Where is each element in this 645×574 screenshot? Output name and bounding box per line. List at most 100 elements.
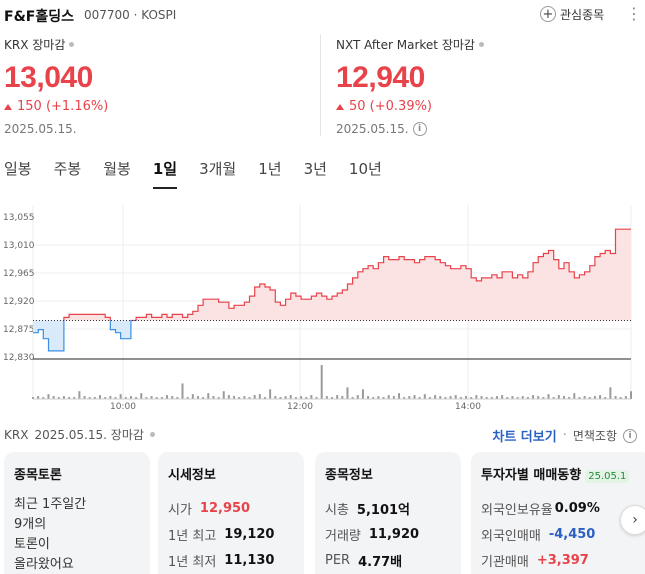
volume-bar	[614, 396, 617, 399]
info-icon[interactable]: i	[623, 428, 637, 443]
volume-bar	[526, 397, 529, 399]
market-info-card[interactable]: 시세정보 시가 12,950 1년 최고 19,120 1년 최저 11,130	[158, 452, 304, 574]
tab-1year[interactable]: 1년	[258, 160, 282, 178]
volume-bar	[181, 383, 184, 399]
volume-bar	[305, 397, 308, 399]
stock-info-title: 종목정보	[325, 468, 373, 483]
stock-code-market: 007700 · KOSPI	[84, 8, 177, 22]
tab-1day[interactable]: 1일	[152, 158, 178, 189]
intraday-chart[interactable]: 13,055 13,010 12,965 12,920 12,875 12,830 10:0…	[0, 205, 645, 415]
volume-bar	[140, 393, 143, 399]
volume-bar	[449, 396, 452, 399]
investor-trend-card[interactable]: 투자자별 매매동향 25.05.1 외국인보유율 0.09% 외국인매매 -4,450…	[471, 452, 645, 574]
volume-bar	[377, 396, 380, 399]
volume-bar	[593, 396, 596, 399]
chart-more-link[interactable]: 차트 더보기	[492, 430, 557, 445]
volume-bar	[99, 395, 102, 399]
volume-bar	[537, 396, 540, 399]
info-icon[interactable]: i	[412, 122, 427, 136]
volume-bar	[506, 397, 509, 399]
tab-3months[interactable]: 3개월	[199, 160, 237, 178]
more-options-icon[interactable]: ⋮	[626, 4, 642, 23]
volume-bar	[124, 397, 127, 399]
info-row: PER 4.77배	[325, 547, 451, 573]
disclaimer-link[interactable]: 면책조항	[572, 429, 617, 443]
row-value: 19,120	[224, 526, 275, 542]
volume-bar	[413, 395, 416, 399]
volume-bar	[269, 389, 272, 399]
market-row: 1년 최고 19,120	[168, 521, 294, 547]
y-tick-label: 13,010	[3, 241, 35, 251]
row-value: 5,101억	[356, 502, 411, 518]
chart-actions: 차트 더보기 · 면책조항 i	[492, 426, 637, 445]
volume-bar	[325, 396, 328, 399]
market-info-title: 시세정보	[168, 468, 216, 483]
volume-bar	[243, 396, 246, 399]
volume-bar	[624, 396, 627, 399]
krx-price: 13,040	[4, 61, 93, 94]
tab-weekly[interactable]: 주봉	[53, 160, 82, 178]
status-dot-icon	[149, 432, 155, 437]
volume-bar	[186, 397, 189, 399]
status-dot-icon	[478, 42, 484, 47]
row-value: 12,950	[199, 500, 251, 516]
volume-bar	[480, 396, 483, 399]
volume-bar	[68, 397, 71, 399]
chart-source: KRX 2025.05.15. 장마감	[4, 426, 155, 443]
price-area-up	[33, 229, 631, 321]
volume-bar	[341, 396, 344, 399]
period-tabs: 일봉 주봉 월봉 1일 3개월 1년 3년 10년	[4, 158, 404, 189]
volume-bar	[434, 395, 437, 399]
plus-icon: +	[540, 6, 556, 22]
favorite-label: 관심종목	[560, 7, 605, 22]
volume-bar	[166, 395, 169, 399]
volume-bar	[470, 397, 473, 399]
stock-info-card[interactable]: 종목정보 시총 5,101억 거래량 11,920 PER 4.77배	[315, 452, 461, 574]
chevron-right-icon[interactable]: ›	[620, 505, 645, 535]
volume-bar	[604, 397, 607, 399]
volume-bar	[62, 396, 65, 399]
volume-bar	[191, 394, 194, 399]
volume-bar	[490, 397, 493, 399]
volume-bar	[372, 397, 375, 399]
price-line-up	[63, 228, 631, 321]
volume-bar	[418, 397, 421, 399]
volume-bar	[279, 397, 282, 399]
volume-bar	[578, 397, 581, 399]
tab-monthly[interactable]: 월봉	[103, 160, 131, 178]
volume-bar	[258, 394, 261, 399]
discussion-line: 9개의	[14, 517, 47, 532]
volume-bar	[212, 396, 215, 399]
date-badge: 25.05.1	[585, 470, 630, 483]
discussion-card[interactable]: 종목토론 최근 1주일간 9개의 토론이 올라왔어요	[4, 452, 150, 574]
volume-bar	[222, 391, 225, 399]
tab-3years[interactable]: 3년	[303, 160, 327, 178]
volume-bar	[52, 396, 55, 399]
tab-daily[interactable]: 일봉	[4, 160, 32, 178]
volume-bar	[475, 395, 478, 399]
row-label: 1년 최고	[168, 528, 217, 544]
volume-bar	[356, 395, 359, 399]
volume-bar	[320, 365, 323, 399]
row-value: 0.09%	[554, 500, 600, 516]
volume-bar	[552, 397, 555, 399]
volume-bar	[310, 395, 313, 399]
volume-bar	[382, 397, 385, 399]
volume-bar	[263, 397, 266, 399]
volume-bar	[351, 397, 354, 399]
source-date: 2025.05.15. 장마감	[34, 428, 144, 442]
volume-bar	[562, 396, 565, 399]
add-favorite-button[interactable]: + 관심종목	[540, 4, 604, 24]
volume-bar	[150, 396, 153, 399]
volume-bar	[42, 397, 45, 399]
x-tick-label: 14:00	[455, 402, 481, 412]
investor-row: 외국인매매 -4,450	[481, 521, 641, 547]
volume-bar	[423, 394, 426, 399]
info-row: 시총 5,101억	[325, 495, 451, 521]
tab-10years[interactable]: 10년	[348, 160, 382, 178]
stock-header: F&F홀딩스 007700 · KOSPI + 관심종목 ⋮	[4, 4, 645, 26]
market-row: 1년 최저 11,130	[168, 547, 294, 573]
row-value: 4.77배	[358, 554, 403, 570]
investor-trend-title: 투자자별 매매동향 25.05.1	[481, 464, 641, 483]
investor-row: 기관매매 +3,397	[481, 547, 641, 573]
